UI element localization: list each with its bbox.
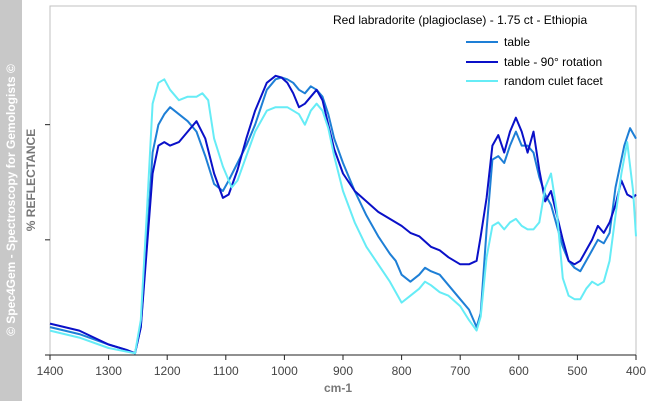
y-axis	[45, 124, 50, 356]
legend-item-culet: random culet facet	[466, 73, 603, 89]
copyright-sidebar: © Spec4Gem - Spectroscopy for Gemologist…	[0, 0, 22, 401]
copyright-text: © Spec4Gem - Spectroscopy for Gemologist…	[4, 64, 18, 336]
legend-label-culet: random culet facet	[504, 74, 603, 88]
x-tick-label: 400	[626, 364, 646, 378]
legend-item-table-rotation: table - 90° rotation	[466, 54, 602, 70]
x-tick-label: 1400	[37, 364, 64, 378]
x-tick-label: 1300	[95, 364, 122, 378]
series-line-1	[49, 74, 637, 355]
legend-swatch-table-rotation	[466, 61, 498, 63]
legend-item-table: table	[466, 34, 530, 50]
series-line-2	[49, 78, 637, 355]
legend-label-table-rotation: table - 90° rotation	[504, 55, 603, 69]
legend-swatch-table	[466, 41, 498, 43]
legend-label-table: table	[504, 35, 531, 49]
x-axis: 1400 1300 1200 1100 1000 900 800 700 600 500 400	[37, 355, 646, 378]
chart-title: Red labradorite (plagioclase) - 1.75 ct …	[333, 13, 588, 27]
x-tick-label: 800	[392, 364, 412, 378]
y-axis-label: % REFLECTANCE	[24, 128, 38, 232]
x-tick-label: 500	[567, 364, 587, 378]
series-group	[49, 74, 637, 355]
legend-swatch-culet	[466, 80, 498, 82]
x-tick-label: 900	[333, 364, 353, 378]
x-tick-label: 600	[509, 364, 529, 378]
x-axis-label: cm-1	[323, 381, 353, 395]
series-line-0	[49, 76, 637, 355]
x-tick-label: 1200	[154, 364, 181, 378]
x-tick-label: 1100	[213, 364, 239, 378]
x-tick-label: 1000	[271, 364, 298, 378]
x-tick-label: 700	[450, 364, 470, 378]
